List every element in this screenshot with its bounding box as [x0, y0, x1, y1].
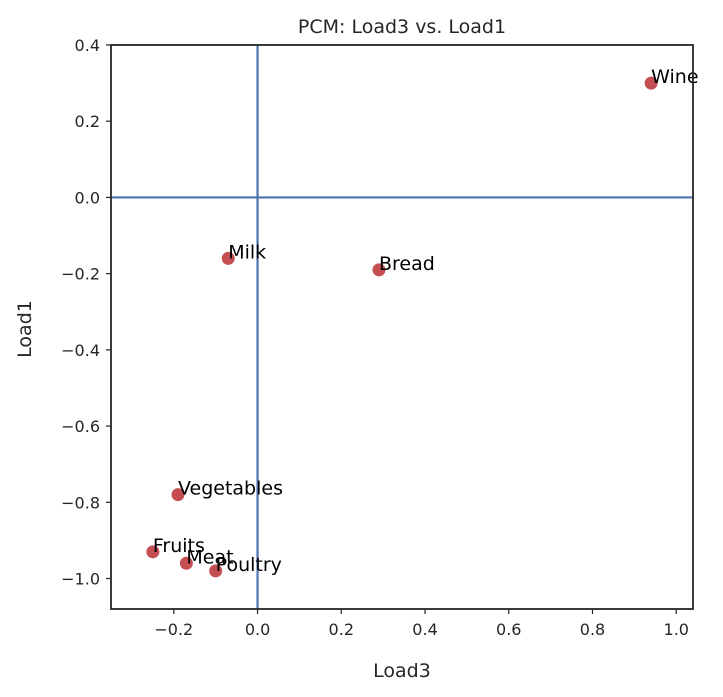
plot-area-frame	[110, 44, 694, 610]
chart-title: PCM: Load3 vs. Load1	[298, 16, 506, 38]
data-point-label: Milk	[228, 241, 266, 263]
data-point-label: Fruits	[153, 535, 205, 557]
data-point-label: Vegetables	[178, 478, 283, 500]
data-point	[221, 251, 235, 265]
reference-lines	[111, 45, 693, 609]
data-point-label: Bread	[379, 253, 435, 275]
x-tick-label: 0.2	[329, 620, 354, 639]
y-axis-ticks: 0.4 0.2 0.0 −0.2 −0.4 −0.6 −0.8 −1.0	[61, 36, 111, 589]
y-tick-label: 0.0	[75, 188, 100, 207]
data-point	[146, 545, 160, 559]
x-tick-label: −0.2	[154, 620, 193, 639]
data-point-label: Wine	[651, 66, 698, 88]
y-tick-label: −0.2	[61, 265, 100, 284]
data-point	[644, 76, 658, 90]
x-axis-label: Load3	[373, 660, 431, 682]
x-tick-label: 0.6	[496, 620, 521, 639]
x-tick-label: 1.0	[664, 620, 689, 639]
data-point	[179, 556, 193, 570]
y-tick-label: −0.4	[61, 341, 100, 360]
data-point	[171, 488, 185, 502]
x-tick-label: 0.0	[245, 620, 270, 639]
y-tick-label: −0.6	[61, 417, 100, 436]
data-points	[146, 76, 658, 578]
y-tick-label: 0.4	[75, 36, 100, 55]
x-tick-label: 0.8	[580, 620, 605, 639]
data-point-label: Meat	[186, 546, 233, 568]
data-point	[209, 564, 223, 578]
data-point-label: Poultry	[216, 554, 282, 576]
y-axis-label: Load1	[14, 300, 36, 358]
y-tick-label: 0.2	[75, 112, 100, 131]
y-tick-label: −0.8	[61, 493, 100, 512]
y-tick-label: −1.0	[61, 570, 100, 589]
data-point	[372, 263, 386, 277]
x-axis-ticks: −0.2 0.0 0.2 0.4 0.6 0.8 1.0	[154, 609, 689, 639]
x-tick-label: 0.4	[412, 620, 437, 639]
